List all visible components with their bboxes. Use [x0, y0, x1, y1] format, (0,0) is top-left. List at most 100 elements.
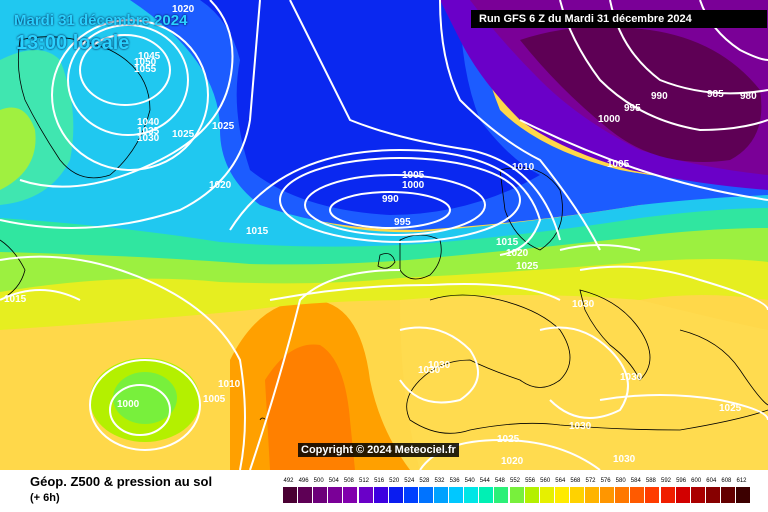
scale-color: [403, 487, 419, 503]
scale-color: [313, 487, 329, 503]
scale-value: 588: [645, 478, 656, 484]
scale-color: [720, 487, 736, 503]
trough-deep: [200, 0, 540, 215]
scale-value: 532: [434, 478, 445, 484]
isobar-label: 1025: [172, 129, 195, 140]
isobar-label: 1025: [719, 403, 742, 414]
scale-value: 600: [691, 478, 702, 484]
forecast-time: 13:00 locale: [16, 32, 130, 54]
band-green: [0, 225, 768, 292]
scale-color: [600, 487, 616, 503]
scale-color: [585, 487, 601, 503]
coastlines: [0, 36, 768, 434]
scale-value: 540: [464, 478, 475, 484]
scale-value: 592: [660, 478, 671, 484]
scale-color: [554, 487, 570, 503]
isobar-label: 1015: [246, 226, 269, 237]
scale-color: [464, 487, 480, 503]
vortex-core: [520, 26, 762, 162]
scale-value: 520: [389, 478, 400, 484]
isobar-label: 995: [394, 217, 411, 228]
isobar-label: 1000: [598, 114, 621, 125]
isobar-label: 1020: [209, 180, 232, 191]
scale-color: [509, 487, 525, 503]
map-title: Géop. Z500 & pression au sol: [30, 474, 213, 489]
scale-value: 572: [585, 478, 596, 484]
scale-value: 504: [328, 478, 339, 484]
color-scale: 492 496 500 504 508 512 516 520 524 528 532 536 540 5…: [283, 478, 753, 506]
isobar-label: 1020: [506, 248, 529, 259]
isobar-label: 1000: [117, 399, 140, 410]
scale-color: [569, 487, 585, 503]
isobar-label: 1025: [212, 121, 235, 132]
scale-color: [645, 487, 661, 503]
scale-value: 496: [298, 478, 309, 484]
greenland-yellowgreen: [0, 107, 36, 190]
scale-value: 512: [358, 478, 369, 484]
isobar-label: 985: [707, 89, 724, 100]
isobar-label: 990: [382, 194, 399, 205]
scale-color: [358, 487, 374, 503]
scale-value: 560: [540, 478, 551, 484]
low-sw-inner: [113, 372, 177, 424]
scale-value: 516: [374, 478, 385, 484]
scale-color: [343, 487, 359, 503]
scale-value: 508: [343, 478, 354, 484]
isobar-label: 1010: [512, 162, 535, 173]
forecast-offset: (+ 6h): [30, 492, 60, 504]
scale-color: [418, 487, 434, 503]
scale-color: [675, 487, 691, 503]
isobar-label: 1030: [418, 365, 441, 376]
scale-value: 612: [736, 478, 747, 484]
isobar-label: 1015: [496, 237, 519, 248]
scale-value: 580: [615, 478, 626, 484]
isobar-label: 1035: [137, 126, 160, 137]
weather-map: 1020 1045 1050 1055 1040 1035 1030 1025 …: [0, 0, 768, 470]
isobar-label: 1030: [620, 372, 643, 383]
isobar-label: 1045: [138, 51, 161, 62]
isobar-label: 980: [740, 91, 757, 102]
scale-color: [298, 487, 314, 503]
scale-value: 536: [449, 478, 460, 484]
copyright-notice: Copyright © 2024 Meteociel.fr: [298, 443, 459, 457]
forecast-date: Mardi 31 décembre 2024: [14, 12, 188, 29]
isobar-label: 1005: [607, 159, 630, 170]
scale-color: [524, 487, 540, 503]
isobar-label: 995: [624, 103, 641, 114]
isobar-label: 1030: [428, 360, 451, 371]
scale-color: [449, 487, 465, 503]
scale-color: [736, 487, 752, 503]
band-teal: [0, 205, 768, 265]
isobar-label: 1005: [402, 170, 425, 181]
warm-core: [265, 344, 355, 470]
scale-value: 556: [525, 478, 536, 484]
scale-value: 500: [313, 478, 324, 484]
isobar-label: 1020: [172, 4, 195, 15]
scale-color: [388, 487, 404, 503]
isobar-label: 1055: [134, 64, 157, 75]
scale-color: [283, 487, 299, 503]
run-info: Run GFS 6 Z du Mardi 31 décembre 2024: [471, 10, 767, 28]
scale-value: 608: [721, 478, 732, 484]
scale-color: [615, 487, 631, 503]
scale-color: [328, 487, 344, 503]
isobar-label: 1025: [497, 434, 520, 445]
isobar-label: 1005: [203, 394, 226, 405]
scale-color: [630, 487, 646, 503]
isobar-label: 990: [651, 91, 668, 102]
isobar-label: 1030: [569, 421, 592, 432]
band-cyan: [0, 0, 768, 247]
isobar-label: 1015: [4, 294, 27, 305]
scale-color: [539, 487, 555, 503]
isobar-labels: 1020 1045 1050 1055 1040 1035 1030 1025 …: [4, 4, 757, 467]
scale-value: 576: [600, 478, 611, 484]
isobar-label: 1020: [501, 456, 524, 467]
scale-value: 524: [404, 478, 415, 484]
isobar-label: 1030: [137, 133, 160, 144]
isobar-label: 1050: [134, 57, 157, 68]
scale-value: 584: [630, 478, 641, 484]
scale-value: 596: [676, 478, 687, 484]
scale-color: [660, 487, 676, 503]
scale-color: [434, 487, 450, 503]
isobar-label: 1010: [218, 379, 241, 390]
